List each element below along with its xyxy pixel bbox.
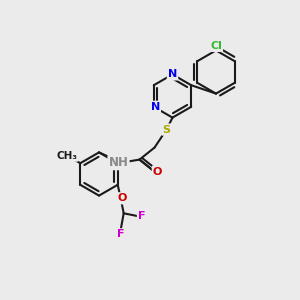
Text: S: S (163, 124, 170, 135)
Text: N: N (151, 102, 160, 112)
Text: Cl: Cl (210, 41, 222, 51)
Text: N: N (168, 69, 177, 80)
Text: CH₃: CH₃ (56, 151, 77, 161)
Text: O: O (153, 167, 162, 177)
Text: F: F (138, 211, 146, 221)
Text: NH: NH (109, 156, 128, 169)
Text: O: O (118, 193, 127, 203)
Text: F: F (117, 229, 124, 239)
